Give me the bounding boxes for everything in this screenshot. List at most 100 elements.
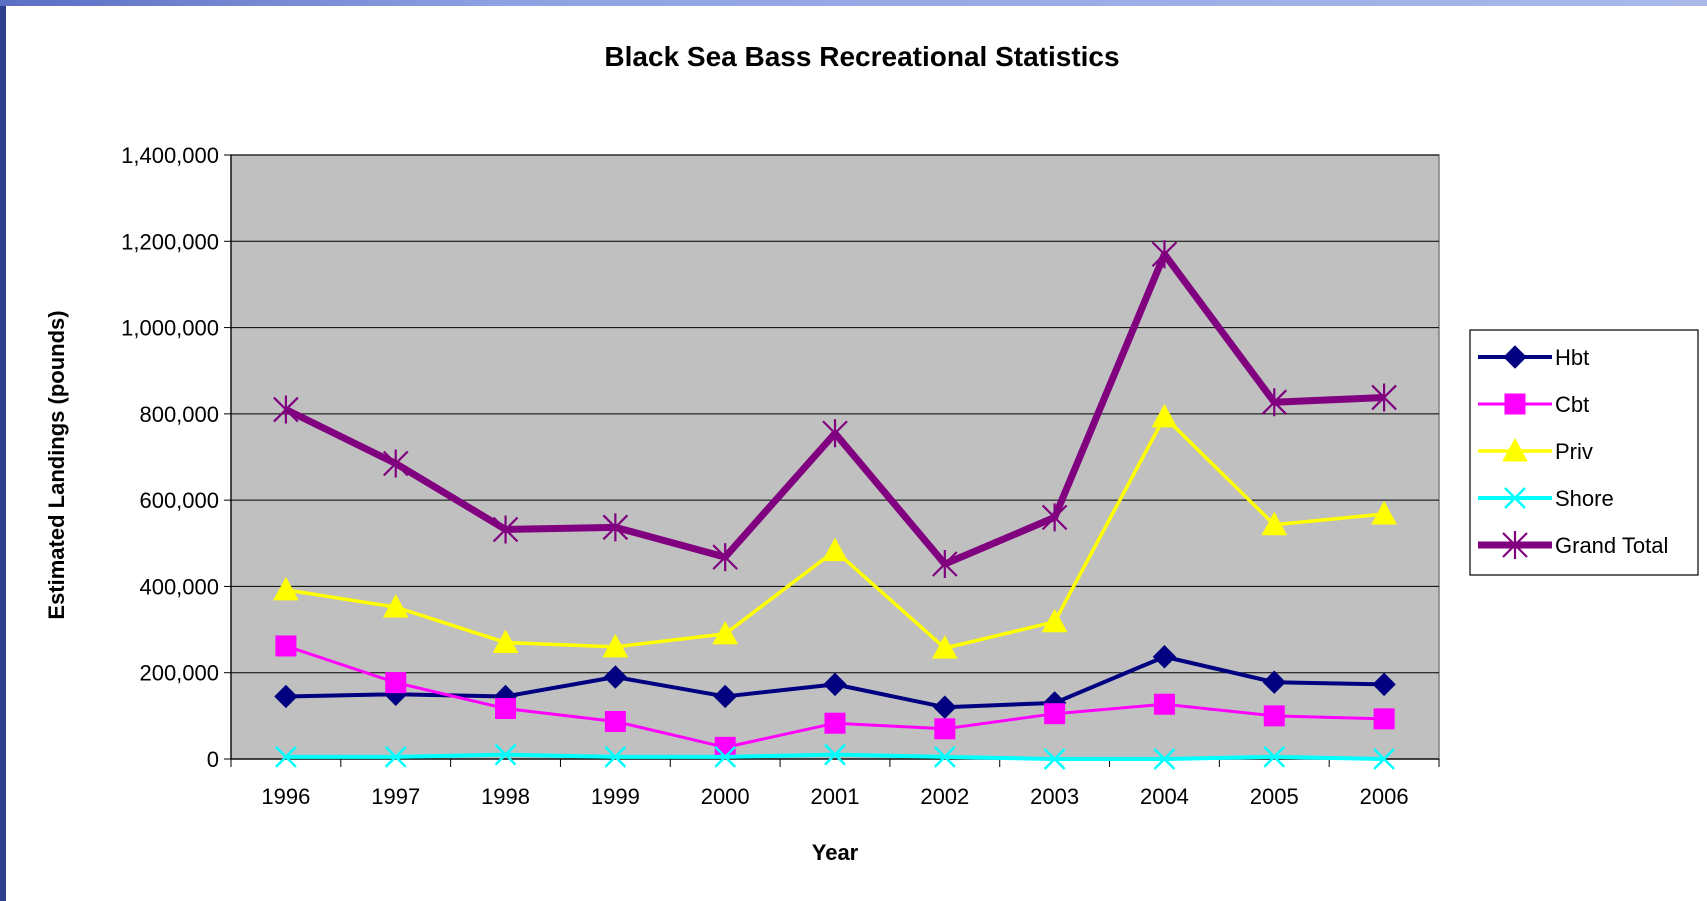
data-point-priv	[492, 629, 519, 654]
legend-label: Grand Total	[1555, 533, 1668, 558]
x-tick-label: 2003	[1030, 784, 1079, 809]
legend-marker-cbt	[1504, 393, 1526, 415]
data-point-priv	[602, 633, 629, 658]
legend-marker-grand-total	[1502, 531, 1528, 559]
data-point-grand-total	[492, 515, 519, 544]
data-point-hbt	[823, 672, 847, 697]
x-tick-label: 2002	[920, 784, 969, 809]
axes: 0 200,000 400,000 600,000 800,000 1,000,000 1,…	[121, 143, 1440, 809]
x-tick-label: 1999	[591, 784, 640, 809]
data-point-shore	[384, 745, 407, 768]
series-shore	[275, 743, 1395, 770]
series-grand-total	[273, 240, 1397, 578]
data-point-hbt	[1152, 645, 1177, 669]
legend-label: Shore	[1555, 486, 1614, 511]
y-tick-label: 400,000	[139, 574, 219, 599]
legend-label: Priv	[1555, 439, 1593, 464]
x-axis-title: Year	[812, 840, 859, 865]
data-point-shore	[933, 745, 956, 768]
data-point-grand-total	[382, 449, 409, 478]
data-point-grand-total	[932, 549, 958, 578]
data-point-cbt	[934, 718, 956, 740]
data-point-hbt	[933, 695, 957, 719]
y-tick-label: 600,000	[139, 488, 219, 513]
y-tick-label: 1,200,000	[121, 229, 219, 254]
data-point-shore	[604, 745, 627, 768]
data-point-priv	[1261, 511, 1288, 536]
y-tick-label: 0	[207, 747, 219, 772]
series-priv	[273, 403, 1397, 659]
data-point-shore	[275, 745, 297, 768]
x-tick-label: 2000	[701, 784, 750, 809]
data-point-shore	[714, 745, 737, 768]
legend-marker-shore	[1504, 487, 1526, 509]
data-point-priv	[382, 594, 409, 618]
data-point-cbt	[1153, 693, 1175, 715]
data-point-priv	[1371, 500, 1397, 525]
data-point-priv	[712, 620, 739, 645]
y-tick-label: 1,400,000	[121, 143, 219, 168]
data-point-cbt	[1263, 705, 1285, 727]
legend-item-priv: Priv	[1478, 437, 1593, 464]
x-tick-label: 1996	[261, 784, 310, 809]
plot-area	[230, 154, 1440, 760]
x-tick-label: 2005	[1250, 784, 1299, 809]
data-point-hbt	[1262, 670, 1286, 694]
legend-item-hbt: Hbt	[1478, 345, 1589, 370]
data-point-shore	[1373, 748, 1395, 770]
data-point-grand-total	[1261, 388, 1288, 417]
data-point-shore	[494, 743, 517, 766]
slide-left-bar	[0, 0, 8, 901]
data-point-hbt	[603, 665, 628, 689]
legend: Hbt Cbt Priv Shore Grand Total	[1469, 329, 1699, 576]
x-tick-label: 1997	[371, 784, 420, 809]
data-point-cbt	[1373, 708, 1395, 730]
data-point-priv	[1041, 608, 1068, 633]
x-tick-label: 2006	[1360, 784, 1409, 809]
data-point-grand-total	[273, 395, 299, 424]
data-point-grand-total	[602, 513, 629, 542]
y-tick-label: 800,000	[139, 402, 219, 427]
legend-label: Cbt	[1555, 392, 1589, 417]
data-point-cbt	[714, 736, 736, 758]
chart-title: Black Sea Bass Recreational Statistics	[604, 41, 1119, 72]
data-point-grand-total	[1371, 383, 1397, 412]
data-point-cbt	[495, 698, 517, 720]
x-tick-label: 1998	[481, 784, 530, 809]
legend-item-grand-total: Grand Total	[1478, 531, 1668, 559]
legend-item-shore: Shore	[1478, 486, 1614, 511]
data-point-hbt	[274, 684, 298, 709]
data-point-priv	[931, 635, 958, 659]
legend-item-cbt: Cbt	[1478, 392, 1589, 417]
data-point-shore	[824, 743, 846, 766]
y-tick-label: 1,000,000	[121, 316, 219, 341]
data-point-cbt	[1044, 703, 1066, 725]
data-point-priv	[1151, 403, 1178, 428]
data-point-shore	[1263, 745, 1286, 768]
series-group	[273, 240, 1397, 770]
data-point-priv	[273, 576, 299, 601]
data-point-cbt	[275, 635, 297, 657]
data-point-hbt	[1372, 672, 1396, 697]
data-point-priv	[822, 537, 848, 562]
x-tick-label: 2004	[1140, 784, 1189, 809]
data-point-grand-total	[822, 419, 848, 448]
data-point-shore	[1043, 748, 1066, 770]
legend-marker-priv	[1502, 437, 1528, 462]
slide-top-bar	[0, 0, 1707, 6]
legend-marker-hbt	[1503, 345, 1527, 369]
legend-label: Hbt	[1555, 345, 1589, 370]
data-point-cbt	[604, 710, 626, 732]
data-point-cbt	[385, 672, 407, 694]
data-point-shore	[1153, 748, 1176, 770]
x-tick-label: 2001	[811, 784, 860, 809]
y-tick-label: 200,000	[139, 661, 219, 686]
y-axis-title: Estimated Landings (pounds)	[44, 310, 69, 619]
data-point-cbt	[824, 712, 846, 734]
data-point-grand-total	[1151, 240, 1178, 269]
data-point-grand-total	[1041, 503, 1068, 532]
data-point-hbt	[713, 684, 737, 709]
data-point-grand-total	[712, 543, 738, 572]
series-hbt	[274, 645, 1396, 719]
